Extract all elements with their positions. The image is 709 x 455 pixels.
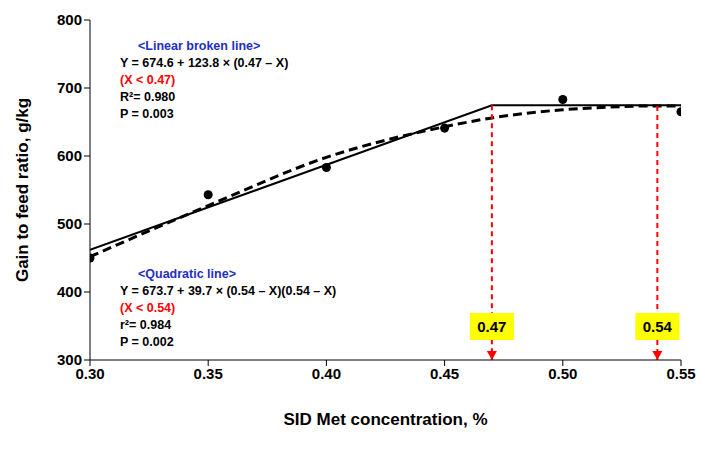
html-text:<Linear broken line>: <Linear broken line>: [138, 39, 261, 53]
svg-text:SID Met concentration, %: SID Met concentration, %: [283, 410, 487, 429]
svg-text:0.54: 0.54: [643, 318, 673, 335]
svg-text:600: 600: [57, 147, 82, 164]
svg-text:700: 700: [57, 79, 82, 96]
svg-text:Gain to feed ratio, g/kg: Gain to feed ratio, g/kg: [13, 98, 32, 282]
html-text:<Quadratic line>: <Quadratic line>: [138, 267, 236, 281]
svg-text:0.35: 0.35: [194, 365, 223, 382]
html-text:P = 0.003: P = 0.003: [120, 107, 174, 121]
svg-text:300: 300: [57, 351, 82, 368]
html-text:r²= 0.984: r²= 0.984: [120, 318, 172, 332]
html-text:P = 0.002: P = 0.002: [120, 335, 174, 349]
svg-text:0.30: 0.30: [75, 364, 105, 382]
html-text:(X < 0.47): (X < 0.47): [120, 73, 176, 87]
html-text:Y = 674.6 + 123.8 × (0.47 – X): Y = 674.6 + 123.8 × (0.47 – X): [120, 56, 289, 70]
html-text:(X < 0.54): (X < 0.54): [120, 301, 176, 315]
svg-text:800: 800: [57, 11, 82, 28]
html-text:R²= 0.980: R²= 0.980: [120, 90, 176, 104]
svg-text:400: 400: [57, 283, 82, 300]
svg-text:0.47: 0.47: [477, 318, 506, 335]
svg-text:0.50: 0.50: [548, 365, 577, 382]
html-text:Y = 673.7 + 39.7 × (0.54 – X)(: Y = 673.7 + 39.7 × (0.54 – X)(0.54 – X): [120, 284, 337, 298]
svg-text:0.55: 0.55: [666, 365, 695, 382]
svg-text:500: 500: [57, 215, 82, 232]
svg-text:0.45: 0.45: [430, 365, 459, 382]
svg-text:0.40: 0.40: [312, 365, 341, 382]
